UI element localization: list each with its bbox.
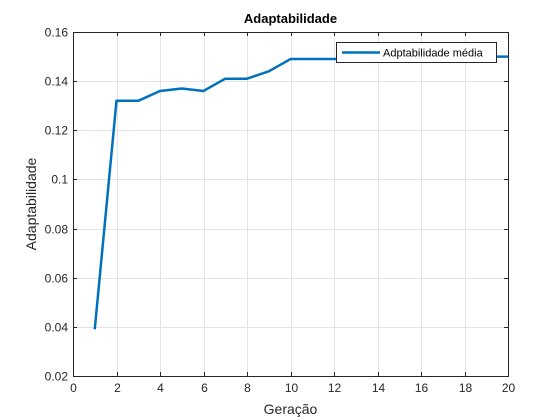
legend: Adptabilidade média (336, 42, 497, 63)
x-tick-label: 6 (201, 381, 208, 395)
chart-title: Adaptabilidade (244, 11, 337, 26)
y-axis-label: Adaptabilidade (23, 157, 39, 250)
y-tick-label: 0.06 (45, 272, 69, 286)
x-axis-label: Geração (264, 401, 318, 417)
y-tick-label: 0.16 (45, 26, 69, 40)
x-tick-label: 0 (70, 381, 77, 395)
y-tick-label: 0.12 (45, 124, 69, 138)
x-tick-label: 10 (285, 381, 299, 395)
x-tick-label: 18 (459, 381, 473, 395)
legend-box (336, 42, 497, 63)
x-tick-label: 14 (372, 381, 386, 395)
x-tick-label: 2 (114, 381, 121, 395)
x-tick-labels: 0 2 4 6 8 10 12 14 16 18 20 (70, 381, 515, 395)
y-tick-label: 0.14 (45, 75, 69, 89)
x-tick-label: 12 (328, 381, 342, 395)
x-tick-label: 20 (502, 381, 516, 395)
x-tick-label: 16 (415, 381, 429, 395)
axes-background (73, 32, 508, 376)
plot-area: 0 2 4 6 8 10 12 14 16 18 20 0.02 0.04 0.06 0.08 0.1 0.1… (45, 26, 516, 396)
legend-entry-label: Adptabilidade média (383, 48, 484, 60)
ticks (73, 32, 509, 377)
y-tick-label: 0.02 (45, 370, 69, 384)
x-tick-label: 4 (157, 381, 164, 395)
y-tick-label: 0.08 (45, 223, 69, 237)
y-tick-labels: 0.02 0.04 0.06 0.08 0.1 0.12 0.14 0.16 (45, 26, 69, 384)
x-tick-label: 8 (244, 381, 251, 395)
y-tick-label: 0.1 (51, 173, 68, 187)
y-tick-label: 0.04 (45, 321, 69, 335)
